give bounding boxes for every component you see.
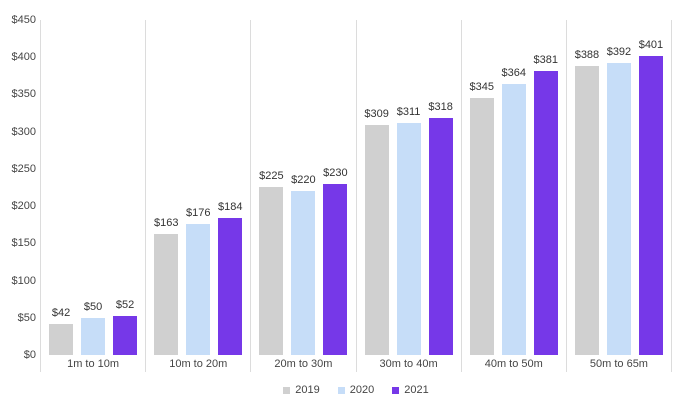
bar-2019-50m-to-65m <box>574 66 599 355</box>
legend-item-2021: 2021 <box>392 384 429 396</box>
bar-wrap: $364 <box>501 67 526 355</box>
bar-group: $309 $311 $318 <box>357 101 461 355</box>
bar-2020-40m-to-50m <box>501 84 526 355</box>
bar-value-label: $388 <box>574 49 600 61</box>
y-tick-label: $200 <box>11 200 36 213</box>
category-group: $42 $50 $52 1m to 10m <box>40 20 145 372</box>
bar-wrap: $220 <box>291 174 316 355</box>
legend-label: 2021 <box>404 384 429 396</box>
bar-value-label: $176 <box>186 207 211 219</box>
bar-wrap: $184 <box>218 201 243 355</box>
category-group: $345 $364 $381 40m to 50m <box>460 20 566 372</box>
bar-group: $345 $364 $381 <box>462 54 566 355</box>
legend-label: 2020 <box>349 384 375 396</box>
bar-2021-20m-to-30m <box>323 184 348 355</box>
bar-2020-1m-to-10m <box>81 318 106 355</box>
y-tick-label: $100 <box>11 274 36 287</box>
bar-2020-10m-to-20m <box>186 224 211 355</box>
bar-value-label: $220 <box>291 174 316 186</box>
y-tick-label: $400 <box>11 51 36 64</box>
bar-wrap: $163 <box>154 217 179 355</box>
legend-swatch <box>283 386 291 394</box>
bar-wrap: $318 <box>428 101 453 355</box>
bar-value-label: $42 <box>51 307 71 319</box>
y-tick-label: $350 <box>11 88 36 101</box>
bar-value-label: $230 <box>323 167 348 179</box>
category-label: 40m to 50m <box>484 358 543 370</box>
bar-value-label: $364 <box>501 67 527 79</box>
bar-wrap: $401 <box>638 39 663 355</box>
bar-value-label: $50 <box>83 301 103 313</box>
bar-wrap: $42 <box>49 307 74 355</box>
legend-item-2020: 2020 <box>337 384 375 396</box>
legend-swatch <box>337 386 345 394</box>
bar-wrap: $50 <box>81 301 106 355</box>
category-label: 30m to 40m <box>379 358 438 370</box>
bar-2021-10m-to-20m <box>218 218 243 355</box>
bar-value-label: $184 <box>218 201 243 213</box>
bar-2021-30m-to-40m <box>428 118 453 355</box>
y-axis: $0 $50 $100 $150 $200 $250 $300 $350 $400 $450 <box>0 0 36 407</box>
category-group: $225 $220 $230 20m to 30m <box>250 20 355 372</box>
category-group: $388 $392 $401 50m to 65m <box>565 20 673 372</box>
bar-value-label: $345 <box>469 81 495 93</box>
bar-value-label: $52 <box>115 299 135 311</box>
bar-wrap: $388 <box>574 49 599 355</box>
category-label: 10m to 20m <box>169 358 228 370</box>
bar-2021-1m-to-10m <box>113 316 138 355</box>
category-group: $309 $311 $318 30m to 40m <box>355 20 461 372</box>
legend-swatch <box>392 386 400 394</box>
legend-label: 2019 <box>295 384 320 396</box>
bar-group: $388 $392 $401 <box>567 39 671 355</box>
bar-wrap: $309 <box>364 108 389 355</box>
bar-value-label: $309 <box>364 108 389 120</box>
bar-2020-20m-to-30m <box>291 191 316 355</box>
bar-2019-10m-to-20m <box>154 234 179 355</box>
bar-2019-1m-to-10m <box>49 324 74 355</box>
category-label: 1m to 10m <box>67 358 120 370</box>
bar-2019-20m-to-30m <box>259 187 284 355</box>
bar-value-label: $225 <box>259 170 284 182</box>
bar-wrap: $392 <box>606 46 631 355</box>
y-tick-label: $300 <box>11 125 36 138</box>
category-group: $163 $176 $184 10m to 20m <box>145 20 250 372</box>
bar-wrap: $230 <box>323 167 348 355</box>
bar-wrap: $176 <box>186 207 211 355</box>
y-tick-label: $50 <box>17 311 36 324</box>
y-tick-label: $450 <box>11 14 36 26</box>
y-tick-label: $150 <box>11 237 36 250</box>
category-label: 50m to 65m <box>589 358 648 370</box>
bar-wrap: $225 <box>259 170 284 355</box>
bar-wrap: $311 <box>396 106 421 355</box>
bar-value-label: $381 <box>533 54 559 66</box>
bar-wrap: $381 <box>533 54 558 355</box>
y-tick-label: $250 <box>11 162 36 175</box>
bar-2019-30m-to-40m <box>364 125 389 355</box>
bar-2020-50m-to-65m <box>606 63 631 355</box>
bar-wrap: $345 <box>469 81 494 355</box>
bar-2021-50m-to-65m <box>638 56 663 355</box>
category-label: 20m to 30m <box>274 358 333 370</box>
bar-wrap: $52 <box>113 299 138 355</box>
bar-2020-30m-to-40m <box>396 123 421 355</box>
legend: 2019 2020 2021 <box>40 384 672 396</box>
bar-value-label: $401 <box>638 39 664 51</box>
bar-group: $225 $220 $230 <box>251 167 355 355</box>
plot-area: $42 $50 $52 1m to 10m $163 $176 $184 10m to 20m… <box>40 20 673 372</box>
bar-value-label: $318 <box>428 101 453 113</box>
bar-value-label: $163 <box>154 217 179 229</box>
bar-group: $42 $50 $52 <box>41 299 145 355</box>
bar-2021-40m-to-50m <box>533 71 558 355</box>
legend-item-2019: 2019 <box>283 384 320 396</box>
bar-value-label: $311 <box>396 106 421 118</box>
y-tick-label: $0 <box>23 349 36 361</box>
bar-2019-40m-to-50m <box>469 98 494 355</box>
bar-value-label: $392 <box>606 46 632 58</box>
bar-group: $163 $176 $184 <box>146 201 250 355</box>
